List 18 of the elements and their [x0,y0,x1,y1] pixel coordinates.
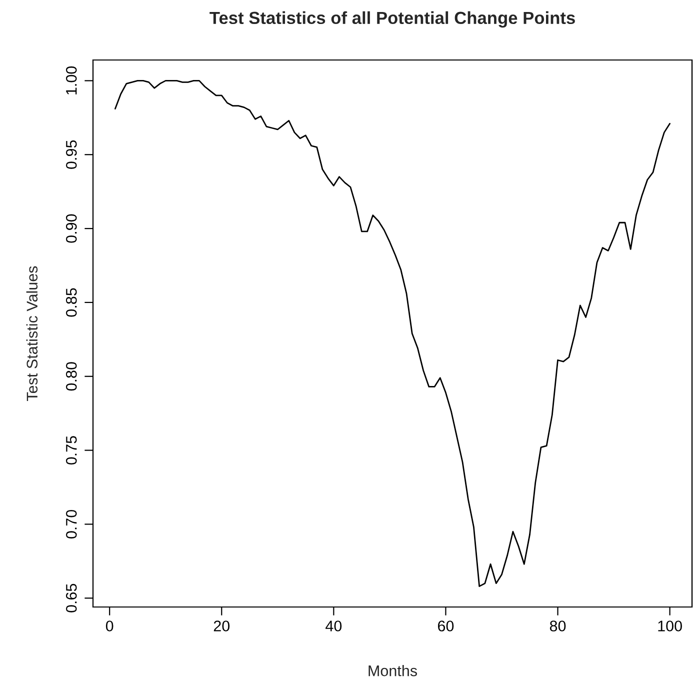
x-tick-label: 20 [214,620,230,632]
y-axis-title: Test Statistic Values [26,266,38,401]
y-tick-label: 0.90 [66,214,77,243]
y-tick-label: 0.70 [66,510,77,538]
x-tick-label: 40 [326,620,342,632]
y-tick-label: 0.75 [66,436,77,465]
x-tick-label: 60 [438,620,454,632]
x-tick-label: 100 [658,620,682,632]
y-tick-label: 0.85 [66,288,77,317]
x-tick-label: 80 [550,620,566,632]
line-series [114,80,671,587]
chart-title: Test Statistics of all Potential Change Points [210,11,575,28]
y-tick-label: 0.95 [66,140,77,169]
x-axis-title: Months [368,664,417,676]
y-tick-label: 0.80 [66,362,77,391]
y-tick-label: 1.00 [66,66,77,94]
y-tick-label: 0.65 [66,584,77,612]
x-tick-label: 0 [106,620,114,632]
